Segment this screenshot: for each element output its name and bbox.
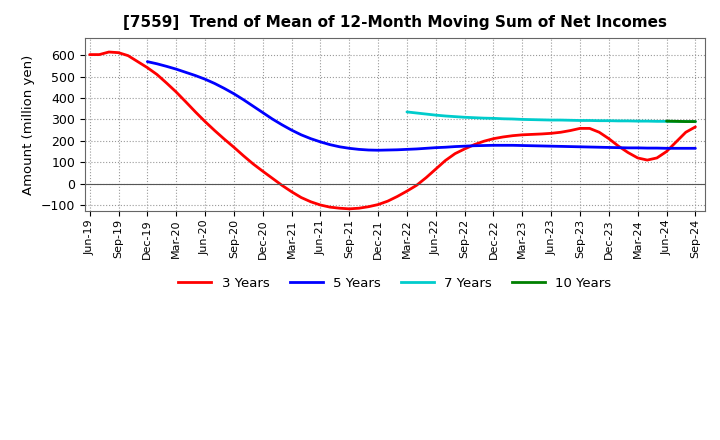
Line: 7 Years: 7 Years [407,112,696,121]
3 Years [104,49,113,55]
3 Years [172,89,181,95]
10 Years [662,118,671,124]
10 Years [681,119,690,124]
10 Years [672,119,680,124]
3 Years [345,206,354,212]
7 Years [547,117,556,123]
7 Years [643,118,652,124]
3 Years [86,52,94,57]
7 Years [402,109,411,114]
7 Years [431,113,440,118]
7 Years [528,117,536,122]
7 Years [422,111,431,117]
7 Years [691,119,700,124]
Legend: 3 Years, 5 Years, 7 Years, 10 Years: 3 Years, 5 Years, 7 Years, 10 Years [174,271,616,295]
7 Years [681,119,690,124]
7 Years [595,118,603,123]
5 Years [672,146,680,151]
10 Years [691,119,700,124]
Line: 3 Years: 3 Years [90,52,696,209]
7 Years [624,118,632,124]
7 Years [557,117,565,123]
3 Years [489,136,498,141]
7 Years [672,119,680,124]
5 Years [691,146,700,151]
7 Years [470,115,479,121]
3 Years [354,205,363,211]
7 Years [652,119,661,124]
7 Years [605,118,613,123]
5 Years [278,122,287,128]
7 Years [614,118,623,124]
Y-axis label: Amount (million yen): Amount (million yen) [22,55,35,195]
5 Years [143,59,152,64]
3 Years [441,158,450,163]
7 Years [499,116,508,121]
7 Years [441,114,450,119]
7 Years [662,119,671,124]
5 Years [614,145,623,150]
5 Years [518,143,526,148]
5 Years [557,144,565,149]
7 Years [576,118,585,123]
3 Years [691,124,700,129]
7 Years [566,117,575,123]
Title: [7559]  Trend of Mean of 12-Month Moving Sum of Net Incomes: [7559] Trend of Mean of 12-Month Moving … [123,15,667,30]
7 Years [460,115,469,120]
5 Years [268,116,276,121]
7 Years [480,115,488,121]
7 Years [518,117,526,122]
7 Years [634,118,642,124]
7 Years [489,116,498,121]
3 Years [402,188,411,194]
7 Years [451,114,459,119]
3 Years [499,134,508,139]
Line: 5 Years: 5 Years [148,62,696,150]
5 Years [374,147,382,153]
7 Years [585,118,594,123]
7 Years [413,110,421,116]
7 Years [537,117,546,122]
7 Years [508,116,517,121]
